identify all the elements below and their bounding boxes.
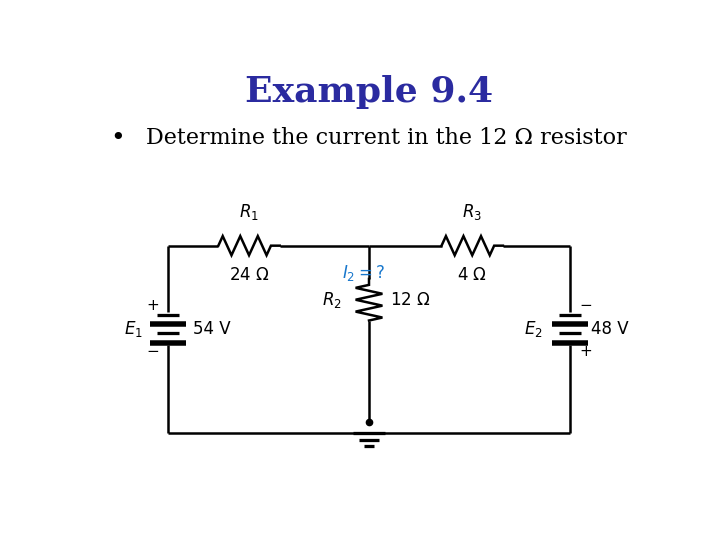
Text: Example 9.4: Example 9.4: [245, 75, 493, 109]
Text: +: +: [579, 344, 592, 359]
Text: Determine the current in the 12 Ω resistor: Determine the current in the 12 Ω resist…: [145, 126, 626, 149]
Text: 54 V: 54 V: [193, 320, 231, 338]
Text: +: +: [146, 299, 159, 313]
Text: $R_1$: $R_1$: [239, 201, 259, 221]
Text: $I_2=?$: $I_2=?$: [342, 262, 385, 283]
Text: $R_3$: $R_3$: [462, 201, 482, 221]
Text: 4 $\Omega$: 4 $\Omega$: [457, 266, 487, 284]
Text: $E_2$: $E_2$: [524, 319, 543, 339]
Text: 24 $\Omega$: 24 $\Omega$: [229, 266, 269, 284]
Text: 12 $\Omega$: 12 $\Omega$: [390, 291, 431, 309]
Text: $E_1$: $E_1$: [124, 319, 143, 339]
Text: 48 V: 48 V: [591, 320, 629, 338]
Text: −: −: [579, 299, 592, 313]
Text: −: −: [146, 344, 159, 359]
Text: •: •: [111, 126, 125, 150]
Text: $R_2$: $R_2$: [323, 290, 342, 310]
